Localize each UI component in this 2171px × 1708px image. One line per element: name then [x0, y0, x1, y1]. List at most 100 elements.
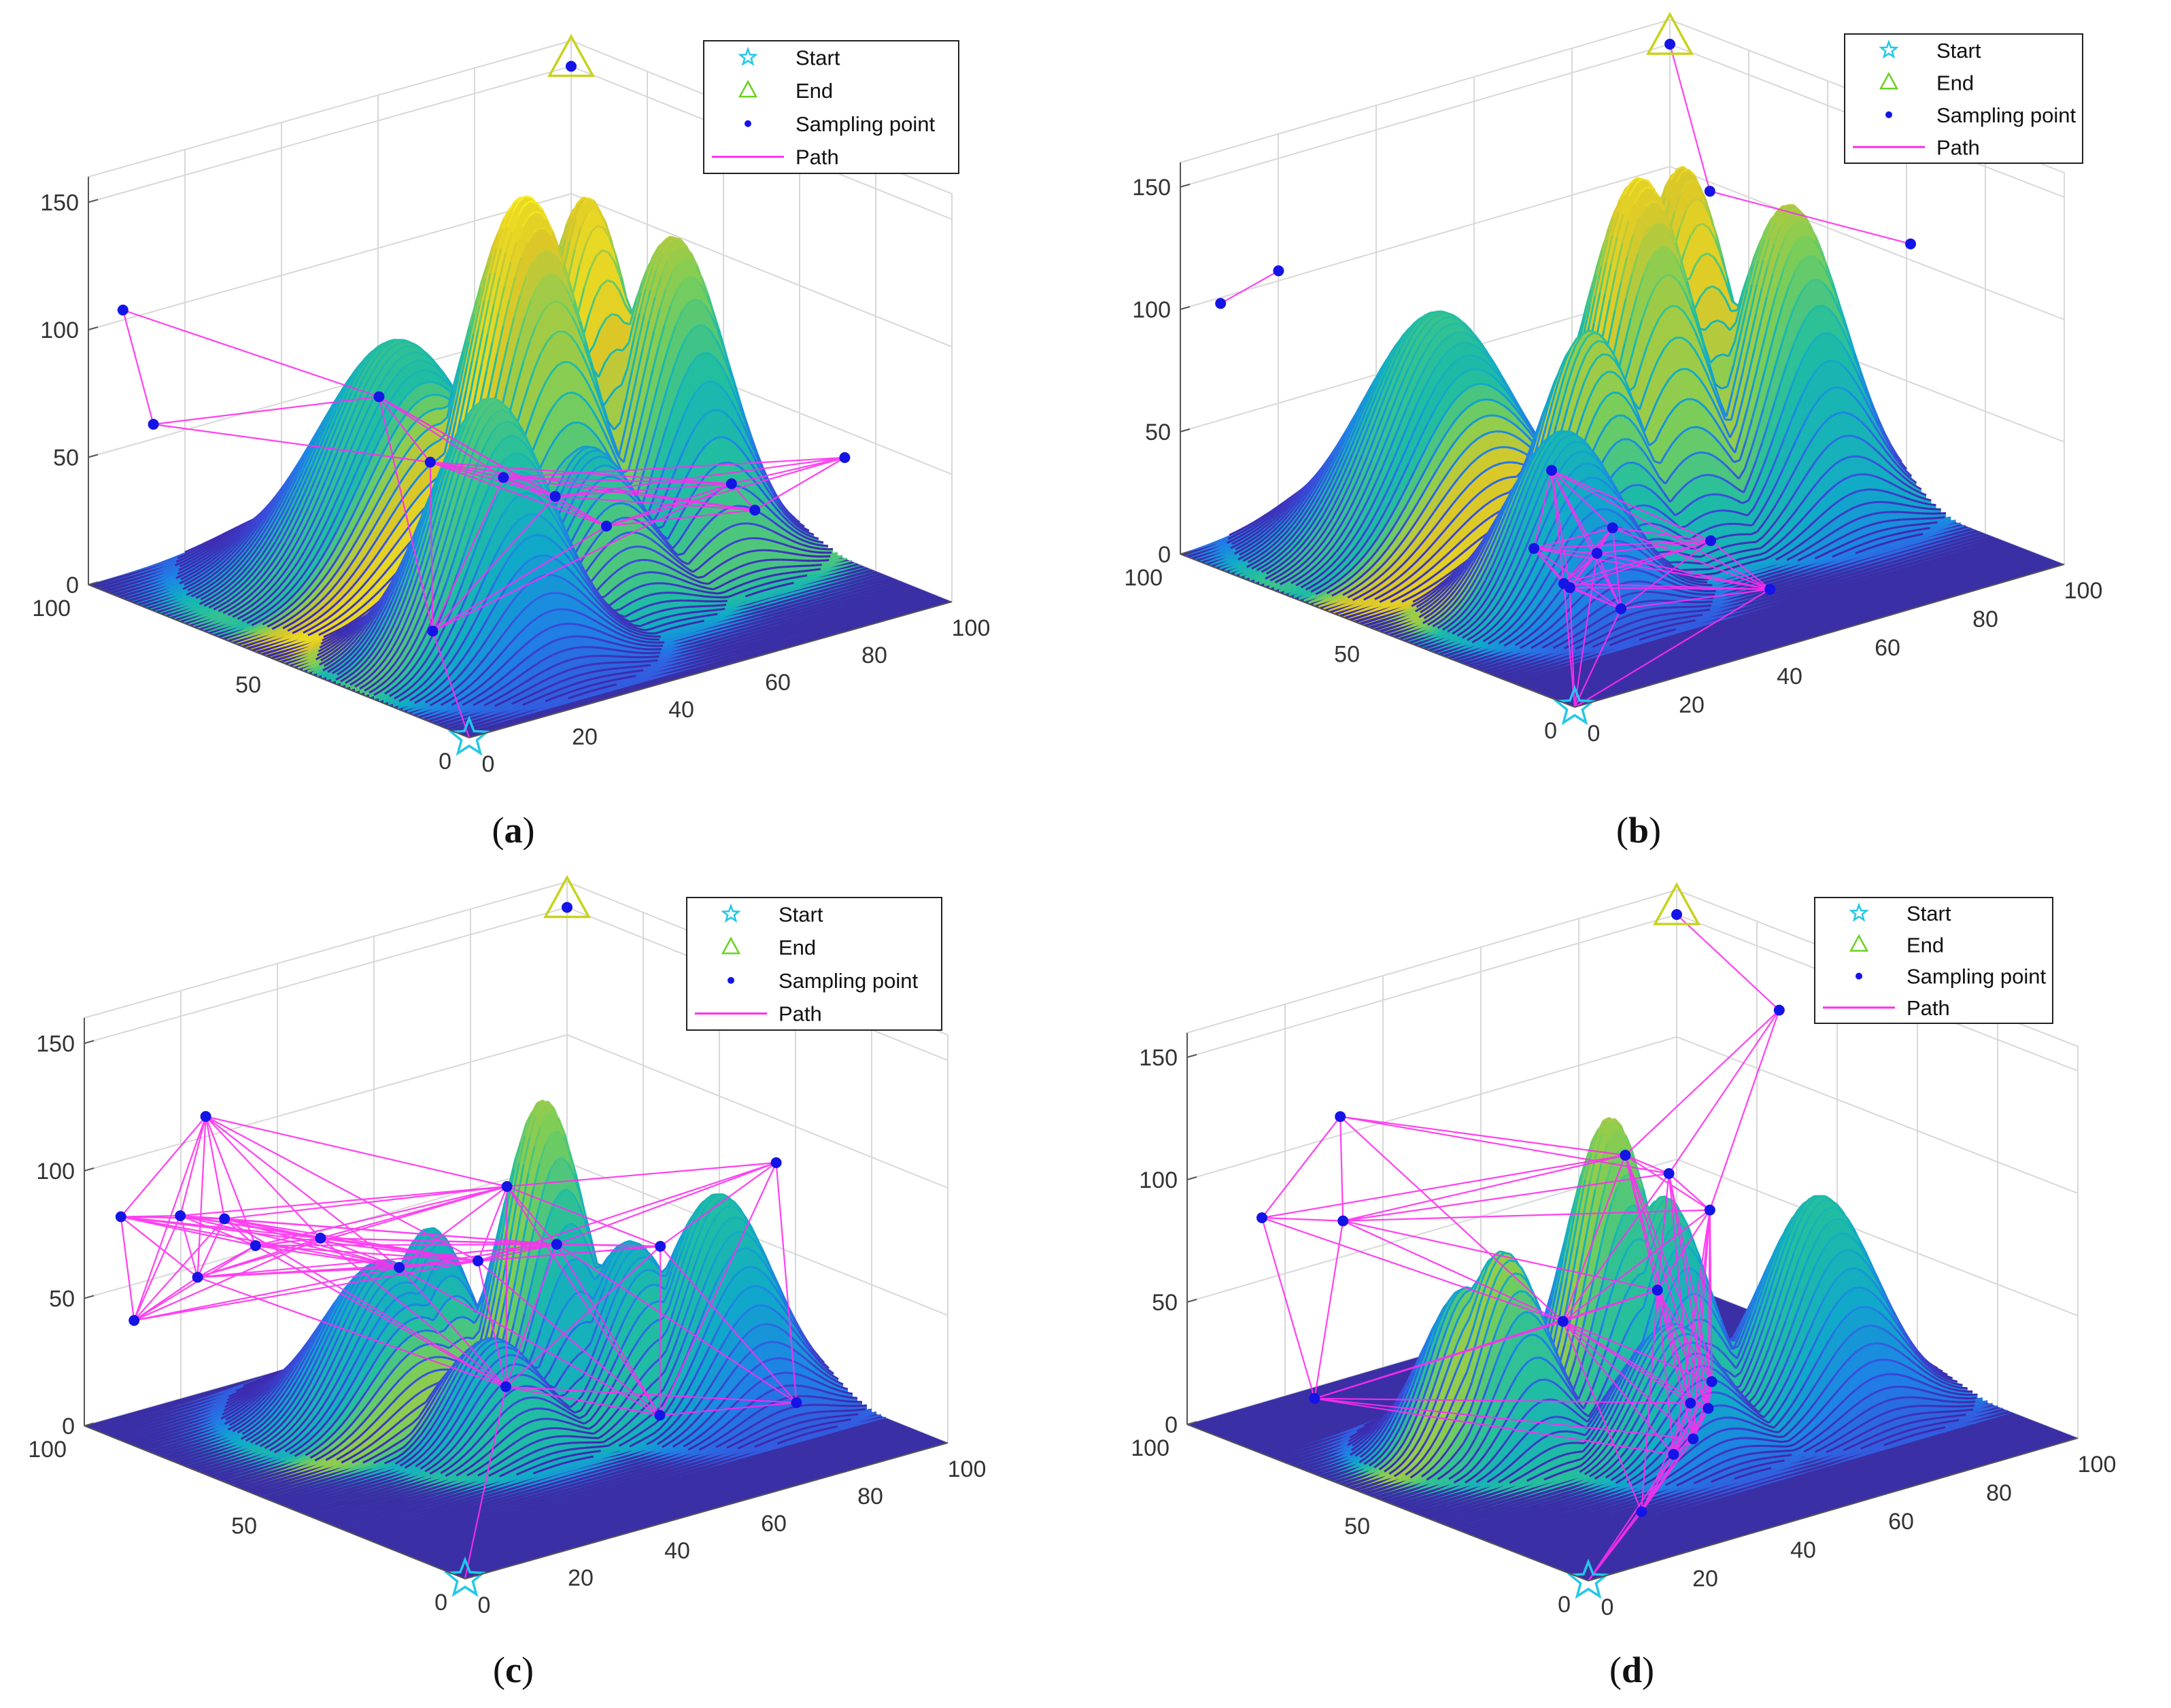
terrain-ridge [334, 537, 342, 549]
terrain-ridge [443, 502, 451, 525]
terrain-ridge [584, 545, 593, 556]
terrain-ridge [334, 456, 343, 473]
terrain-ridge [570, 682, 577, 687]
terrain-ridge [389, 651, 397, 662]
terrain-ridge [769, 500, 778, 510]
terrain-ridge [378, 615, 387, 628]
terrain-ridge [457, 697, 464, 703]
terrain-ridge [295, 609, 303, 616]
terrain-ridge [356, 623, 364, 632]
terrain-ridge [763, 492, 772, 502]
terrain-ridge [425, 394, 432, 398]
terrain-ridge [611, 439, 619, 456]
terrain-ridge [403, 545, 412, 562]
terrain-ridge [528, 211, 536, 218]
terrain-ridge [346, 628, 354, 636]
terrain-ridge [655, 542, 664, 549]
terrain-ridge [180, 559, 188, 564]
terrain-ridge [326, 563, 335, 574]
terrain-ridge [375, 609, 383, 621]
terrain-ridge [789, 576, 796, 580]
terrain-ridge [333, 407, 342, 422]
terrain-ridge [722, 596, 729, 599]
terrain-ridge [644, 534, 651, 540]
terrain-ridge [761, 468, 770, 482]
terrain-ridge [398, 696, 406, 702]
terrain-ridge [362, 424, 371, 439]
terrain-ridge [404, 693, 412, 699]
terrain-ridge [513, 423, 521, 430]
terrain-ridge [395, 583, 404, 600]
terrain-ridge [288, 495, 296, 509]
terrain-ridge [190, 545, 198, 551]
terrain-ridge [584, 625, 591, 629]
terrain-ridge [530, 534, 537, 538]
terrain-ridge [452, 693, 460, 700]
terrain-ridge [330, 582, 339, 591]
terrain-ridge [406, 563, 414, 582]
terrain-ridge [587, 296, 596, 315]
terrain-ridge [731, 401, 739, 414]
terrain-ridge [328, 662, 336, 668]
terrain-ridge [477, 551, 486, 567]
terrain-ridge [813, 551, 820, 554]
terrain-ridge [359, 356, 367, 366]
terrain-ridge [577, 672, 585, 677]
path-edge [606, 509, 755, 527]
terrain-ridge [282, 624, 290, 630]
terrain-ridge [251, 621, 258, 626]
terrain-ridge [598, 449, 606, 455]
terrain-ridge [494, 543, 503, 556]
terrain-ridge [713, 381, 721, 387]
terrain-ridge [420, 645, 428, 657]
terrain-ridge [619, 672, 626, 675]
terrain-ridge [681, 585, 688, 590]
terrain-ridge [323, 633, 330, 638]
terrain-ridge [552, 638, 560, 643]
terrain-ridge [749, 570, 756, 575]
terrain-ridge [368, 411, 376, 426]
terrain-ridge [544, 372, 553, 383]
terrain-ridge [191, 556, 199, 562]
terrain-ridge [334, 630, 341, 636]
terrain-ridge [533, 661, 541, 667]
terrain-ridge [338, 629, 346, 635]
terrain-ridge [662, 343, 670, 365]
terrain-ridge [555, 529, 563, 539]
terrain-ridge [464, 683, 472, 691]
terrain-ridge [556, 521, 564, 533]
terrain-ridge [349, 451, 358, 468]
terrain-ridge [381, 371, 390, 382]
terrain-ridge [360, 677, 368, 684]
terrain-ridge [260, 532, 269, 544]
terrain-ridge [500, 437, 508, 443]
terrain-ridge [636, 559, 643, 562]
terrain-ridge [179, 579, 186, 585]
terrain-ridge [589, 557, 598, 567]
terrain-ridge [487, 397, 494, 401]
terrain-ridge [637, 647, 644, 650]
terrain-ridge [468, 413, 477, 428]
terrain-ridge [417, 541, 425, 562]
terrain-ridge [532, 396, 541, 413]
terrain-ridge [243, 611, 250, 617]
terrain-ridge [640, 636, 648, 640]
terrain-ridge [643, 631, 651, 635]
terrain-ridge [602, 227, 611, 239]
terrain-ridge [628, 504, 636, 510]
terrain-ridge [318, 427, 326, 442]
terrain-ridge [241, 524, 250, 532]
terrain-ridge [295, 471, 303, 486]
terrain-ridge [744, 562, 751, 566]
terrain-ridge [223, 541, 231, 549]
terrain-ridge [585, 458, 593, 466]
terrain-ridge [323, 543, 332, 555]
terrain-ridge [694, 583, 702, 588]
terrain-ridge [490, 690, 498, 696]
terrain-ridge [796, 522, 804, 529]
terrain-ridge [386, 625, 395, 638]
terrain-ridge [226, 544, 235, 552]
terrain-ridge [549, 664, 558, 669]
terrain-ridge [416, 683, 424, 690]
terrain-ridge [529, 691, 536, 697]
